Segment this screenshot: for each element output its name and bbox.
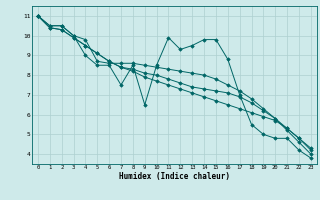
X-axis label: Humidex (Indice chaleur): Humidex (Indice chaleur) [119, 172, 230, 181]
